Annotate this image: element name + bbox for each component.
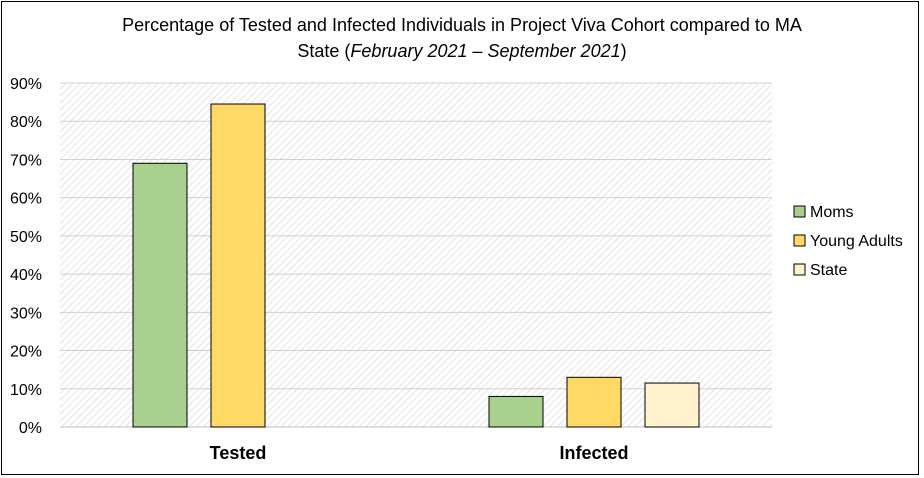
chart-title-line2: State (February 2021 – September 2021) (0, 38, 924, 64)
y-tick-label: 80% (10, 114, 42, 131)
bar-moms-tested (132, 162, 188, 428)
y-tick-label: 40% (10, 267, 42, 284)
x-tick-label: Infected (559, 443, 628, 463)
y-tick-label: 0% (19, 420, 42, 437)
legend: Moms Young Adults State (793, 204, 903, 279)
bar-young-adults-infected (566, 376, 622, 428)
legend-label-moms: Moms (810, 204, 854, 221)
chart-title: Percentage of Tested and Infected Indivi… (0, 12, 924, 64)
bar-moms-infected (488, 395, 544, 428)
y-tick-label: 20% (10, 344, 42, 361)
legend-label-young-adults: Young Adults (810, 233, 903, 250)
bar-young-adults-tested (210, 103, 266, 428)
axis-labels: 0% 10% 20% 30% 40% 50% 60% 70% 80% 90% Tested Infec… (10, 76, 629, 463)
legend-swatch-young-adults (793, 234, 806, 247)
chart-title-line2-suffix: ) (620, 41, 627, 61)
legend-swatch-state (793, 263, 806, 276)
chart-title-line2-dates: February 2021 – September 2021 (350, 41, 621, 61)
y-tick-label: 10% (10, 382, 42, 399)
y-tick-label: 70% (10, 152, 42, 169)
y-tick-label: 60% (10, 191, 42, 208)
y-tick-label: 50% (10, 229, 42, 246)
legend-label-state: State (810, 262, 847, 279)
chart-title-line1: Percentage of Tested and Infected Indivi… (122, 15, 802, 35)
bars (132, 103, 700, 428)
y-tick-label: 90% (10, 76, 42, 93)
legend-swatch-moms (793, 205, 806, 218)
y-tick-label: 30% (10, 305, 42, 322)
chart-title-line2-prefix: State ( (297, 41, 351, 61)
bar-state-infected (644, 382, 700, 428)
x-tick-label: Tested (210, 443, 267, 463)
